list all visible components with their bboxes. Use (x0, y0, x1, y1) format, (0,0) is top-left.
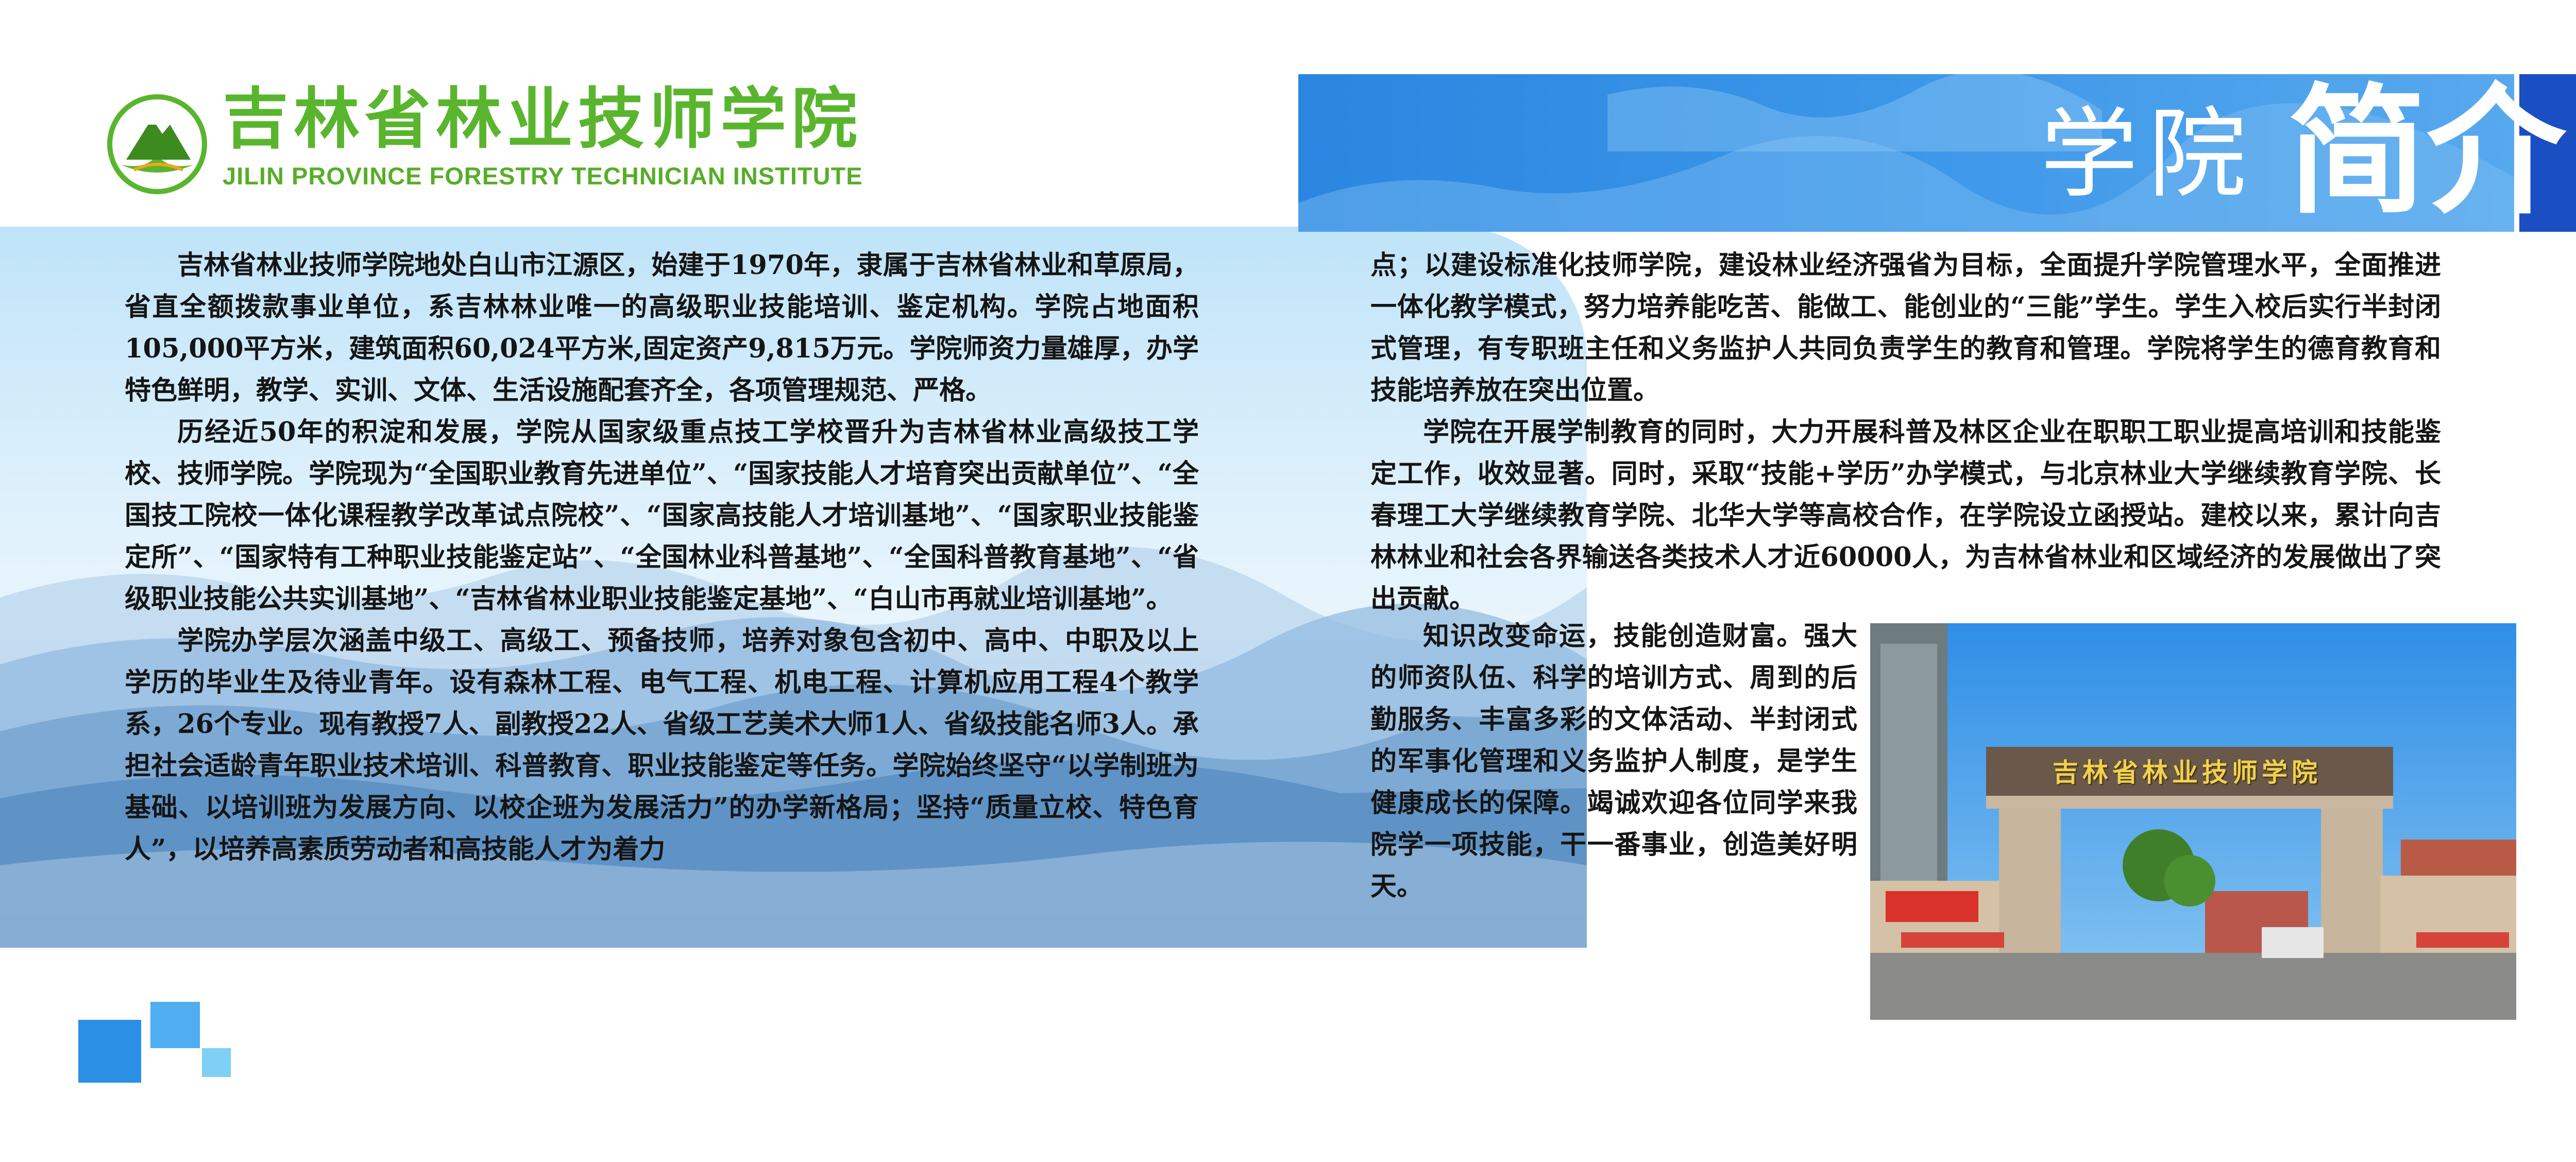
closing-paragraph: 知识改变命运，技能创造财富。强大的师资队伍、科学的培训方式、周到的后勤服务、丰富… (1370, 621, 1857, 902)
intro-paragraph-2: 历经近50年的积淀和发展，学院从国家级重点技工学校晋升为吉林省林业高级技工学校、… (125, 417, 1199, 614)
decor-square-small (202, 1048, 231, 1077)
intro-paragraph-1: 吉林省林业技师学院地处白山市江源区，始建于1970年，隶属于吉林省林业和草原局，… (125, 250, 1199, 406)
page-title-part1: 学院 (2040, 97, 2257, 211)
right-text-column: 点；以建设标准化技师学院，建设林业经济强省为目标，全面提升学院管理水平，全面推进… (1370, 245, 2441, 620)
closing-text-column: 知识改变命运，技能创造财富。强大的师资队伍、科学的培训方式、周到的后勤服务、丰富… (1370, 616, 1857, 908)
gate-sign-text: 吉林省林业技师学院 (2053, 758, 2321, 788)
intro-paragraph-3: 学院办学层次涵盖中级工、高级工、预备技师，培养对象包含初中、高中、中职及以上学历… (125, 625, 1199, 865)
school-logo-icon (106, 93, 209, 196)
banner-accent-stripe (2519, 74, 2576, 232)
school-name-cn: 吉林省林业技师学院 (223, 81, 863, 158)
decor-square-medium (150, 1002, 200, 1048)
decor-square-large (78, 1020, 141, 1083)
left-text-column: 吉林省林业技师学院地处白山市江源区，始建于1970年，隶属于吉林省林业和草原局，… (125, 245, 1199, 870)
training-paragraph: 学院在开展学制教育的同时，大力开展科普及林区企业在职职工职业提高培训和技能鉴定工… (1370, 417, 2441, 614)
continuation-paragraph: 点；以建设标准化技师学院，建设林业经济强省为目标，全面提升学院管理水平，全面推进… (1370, 250, 2441, 406)
school-name-en: JILIN PROVINCE FORESTRY TECHNICIAN INSTI… (223, 162, 863, 190)
campus-gate-photo: 吉林省林业技师学院 (1870, 623, 2516, 1020)
mountain-background-panel (0, 227, 1587, 948)
page-title-part2: 简介 (2287, 71, 2566, 233)
title-banner (1298, 74, 2514, 232)
